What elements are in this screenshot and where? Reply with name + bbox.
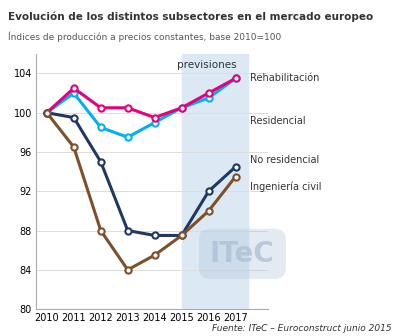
Text: Índices de producción a precios constantes, base 2010=100: Índices de producción a precios constant… [8, 32, 281, 42]
Text: Rehabilitación: Rehabilitación [250, 73, 320, 83]
Text: ITeC: ITeC [210, 240, 275, 268]
Text: Ingeniería civil: Ingeniería civil [250, 181, 322, 192]
Text: previsiones: previsiones [178, 60, 237, 70]
Text: No residencial: No residencial [250, 155, 320, 165]
Text: Evolución de los distintos subsectores en el mercado europeo: Evolución de los distintos subsectores e… [8, 12, 373, 22]
Text: Fuente: ITeC – Euroconstruct junio 2015: Fuente: ITeC – Euroconstruct junio 2015 [212, 324, 392, 333]
Text: Residencial: Residencial [250, 116, 306, 126]
Bar [182, 54, 248, 309]
